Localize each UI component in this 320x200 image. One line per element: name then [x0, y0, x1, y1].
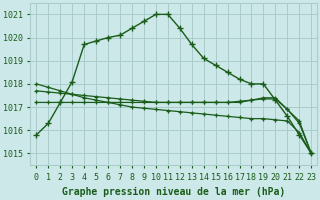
X-axis label: Graphe pression niveau de la mer (hPa): Graphe pression niveau de la mer (hPa)	[62, 187, 285, 197]
